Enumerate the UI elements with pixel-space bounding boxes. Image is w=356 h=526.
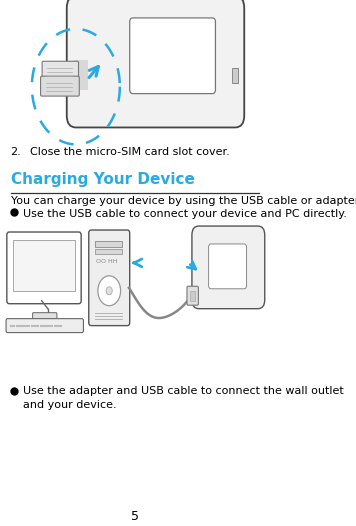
FancyBboxPatch shape [192, 226, 265, 309]
Bar [13, 240, 75, 291]
Text: Use the USB cable to connect your device and PC directly.: Use the USB cable to connect your device… [23, 209, 347, 219]
FancyBboxPatch shape [41, 76, 79, 96]
Text: and your device.: and your device. [23, 400, 116, 410]
Bar [95, 249, 122, 254]
FancyBboxPatch shape [130, 18, 215, 94]
Text: You can charge your device by using the USB cable or adapter.: You can charge your device by using the … [11, 196, 356, 206]
FancyBboxPatch shape [42, 61, 79, 81]
Bar [232, 68, 238, 83]
FancyBboxPatch shape [67, 0, 244, 127]
FancyBboxPatch shape [33, 312, 57, 321]
Bar [95, 241, 122, 247]
Bar [190, 291, 195, 301]
FancyBboxPatch shape [187, 286, 198, 305]
Text: Charging Your Device: Charging Your Device [11, 173, 194, 187]
Circle shape [98, 276, 121, 306]
Text: Close the micro-SIM card slot cover.: Close the micro-SIM card slot cover. [30, 147, 230, 157]
Text: 2.: 2. [11, 147, 21, 157]
Circle shape [106, 287, 112, 295]
FancyBboxPatch shape [209, 244, 247, 289]
Text: Use the adapter and USB cable to connect the wall outlet: Use the adapter and USB cable to connect… [23, 387, 344, 397]
Bar [74, 60, 88, 89]
FancyBboxPatch shape [7, 232, 81, 304]
Text: OO HH: OO HH [96, 259, 118, 264]
FancyBboxPatch shape [89, 230, 130, 326]
Text: 5: 5 [131, 510, 139, 523]
FancyBboxPatch shape [6, 319, 83, 332]
